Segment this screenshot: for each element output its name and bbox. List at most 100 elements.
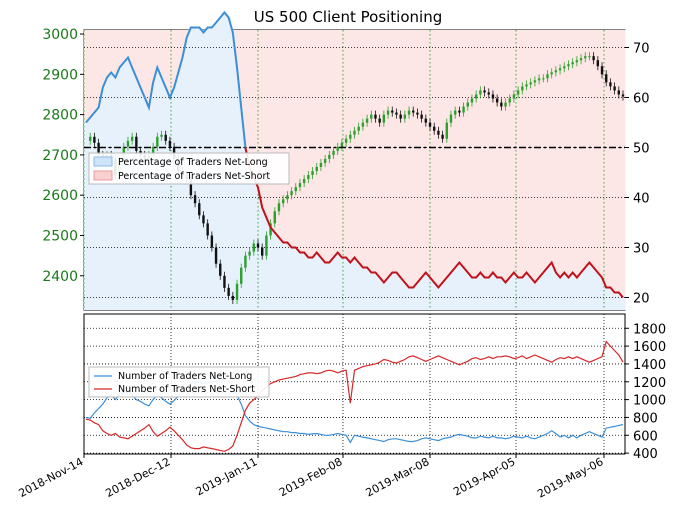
net-long-band <box>352 257 357 310</box>
net-short-band <box>377 30 383 278</box>
price-candle <box>537 78 541 81</box>
net-short-band <box>578 30 584 273</box>
net-long-band <box>360 267 366 310</box>
net-short-band <box>297 30 303 253</box>
net-short-band <box>583 30 588 268</box>
net-short-band <box>524 30 530 273</box>
net-short-band <box>159 30 165 78</box>
net-short-band <box>465 30 471 273</box>
net-long-band <box>440 282 446 310</box>
net-short-band <box>373 30 378 273</box>
x-tick-label: 2019-Apr-05 <box>451 455 517 498</box>
net-long-band <box>381 282 387 310</box>
price-candle <box>428 122 432 127</box>
net-short-band <box>251 30 257 178</box>
net-long-band <box>457 262 462 310</box>
net-short-band <box>549 30 555 263</box>
price-candle <box>231 295 235 300</box>
net-short-band <box>142 30 148 98</box>
net-short-band <box>528 30 534 278</box>
price-candle <box>584 56 587 59</box>
net-short-band <box>109 30 114 73</box>
net-short-band <box>176 30 181 73</box>
price-candle <box>97 142 100 155</box>
net-long-band <box>239 107 244 310</box>
price-candle <box>575 60 579 63</box>
net-short-band <box>545 30 550 268</box>
net-long-band <box>268 227 274 310</box>
left-tick-label: 2500 <box>42 228 78 244</box>
left-tick-label: 2400 <box>42 269 78 285</box>
net-short-band <box>306 30 311 258</box>
net-short-band <box>302 30 307 253</box>
net-short-band <box>448 30 454 273</box>
price-candle <box>281 199 285 204</box>
price-candle <box>290 191 293 196</box>
net-long-band <box>419 277 425 310</box>
price-candle <box>563 66 566 69</box>
net-short-band <box>100 30 106 88</box>
price-candle <box>344 138 348 143</box>
bottom-right-tick-label: 800 <box>633 411 658 426</box>
bottom-grid <box>83 314 625 454</box>
price-candle <box>202 215 205 224</box>
net-short-band <box>478 30 483 273</box>
price-candle <box>357 126 360 131</box>
net-long-band <box>364 267 370 310</box>
net-long-band <box>503 282 509 310</box>
net-long-band <box>335 252 341 310</box>
net-long-percentage-line <box>85 10 247 148</box>
legend-label-net-short-pct: Percentage of Traders Net-Short <box>118 171 270 182</box>
net-long-band <box>289 247 295 310</box>
net-short-band <box>616 30 622 293</box>
bottom-right-tick-label: 400 <box>633 447 658 462</box>
net-long-band <box>528 277 534 310</box>
left-tick-label: 3000 <box>42 27 78 43</box>
net-long-band <box>478 272 483 310</box>
net-short-band <box>390 30 395 273</box>
net-long-band <box>402 282 408 310</box>
price-candle <box>198 203 201 216</box>
price-candle <box>395 112 398 115</box>
price-candle <box>458 110 461 113</box>
net-short-band <box>289 30 295 248</box>
price-candle <box>168 140 172 147</box>
net-long-band <box>474 277 479 310</box>
net-short-band <box>599 30 605 278</box>
net-short-band <box>398 30 404 278</box>
net-short-band <box>348 30 353 263</box>
net-short-band <box>121 30 127 63</box>
price-candle <box>323 158 327 163</box>
price-candle <box>286 195 289 200</box>
right-tick-label: 30 <box>633 242 650 257</box>
net-short-band <box>247 30 253 168</box>
net-short-band <box>314 30 320 253</box>
net-long-band <box>570 272 576 310</box>
net-short-band <box>352 30 357 258</box>
net-long-band <box>302 252 307 310</box>
net-short-band <box>272 30 278 233</box>
legend-label-net-long-pct: Percentage of Traders Net-Long <box>118 157 268 168</box>
price-candle <box>244 255 247 268</box>
net-long-band <box>448 272 454 310</box>
net-long-band <box>599 277 605 310</box>
net-short-band <box>260 30 265 208</box>
net-long-band <box>117 67 123 310</box>
net-long-band <box>511 272 517 310</box>
net-short-band <box>612 30 618 293</box>
net-long-band <box>608 287 613 310</box>
net-long-band <box>155 67 160 310</box>
net-long-band <box>524 272 530 310</box>
price-candle <box>504 102 507 107</box>
price-candle <box>261 247 264 256</box>
net-short-band <box>331 30 337 258</box>
net-short-band <box>440 30 446 283</box>
net-long-band <box>163 87 169 310</box>
net-long-band <box>272 232 278 310</box>
price-candle <box>365 118 369 123</box>
net-short-band <box>281 30 286 243</box>
net-short-band <box>541 30 546 273</box>
price-candle <box>600 66 604 75</box>
price-candle <box>378 118 381 123</box>
